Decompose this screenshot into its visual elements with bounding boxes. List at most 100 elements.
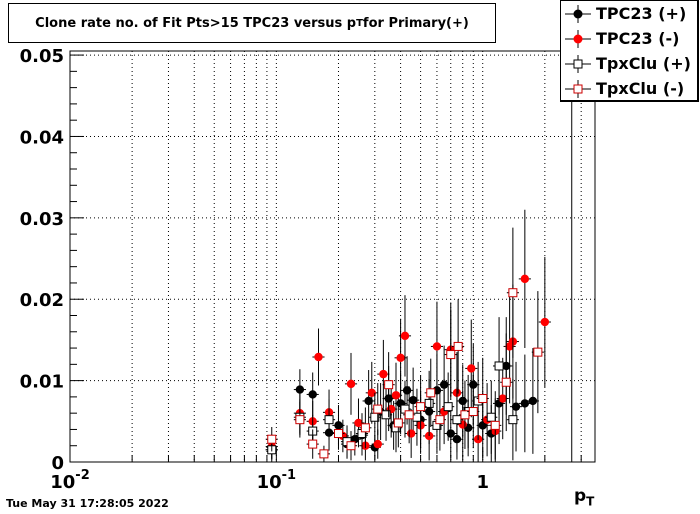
legend-entry-tpxclu-plus: TpxClu (+) <box>561 52 697 74</box>
marker-circle <box>295 385 305 394</box>
data-point <box>371 383 384 436</box>
marker-square <box>443 402 453 412</box>
data-point <box>352 398 365 448</box>
x-tick-label: 10-1 <box>257 468 297 493</box>
marker-square <box>426 388 436 398</box>
marker-circle <box>432 342 442 351</box>
x-axis-title-subscript: T <box>586 494 595 509</box>
data-point <box>317 445 330 462</box>
marker-square <box>381 410 391 420</box>
legend-label: TpxClu (+) <box>596 53 691 73</box>
marker-circle <box>402 386 412 395</box>
data-point <box>467 374 480 449</box>
legend-label: TpxClu (-) <box>596 78 685 98</box>
marker-circle <box>408 395 418 405</box>
data-point <box>403 386 416 444</box>
data-point <box>379 388 393 441</box>
data-point <box>414 375 427 438</box>
marker-square <box>446 350 456 360</box>
data-point <box>476 357 489 440</box>
marker-square <box>508 415 518 425</box>
y-tick-label: 0.02 <box>20 290 64 311</box>
marker-circle <box>396 353 405 363</box>
data-point <box>392 398 405 448</box>
y-tick-label: 0.03 <box>20 209 64 230</box>
marker-circle <box>400 331 410 341</box>
marker-circle <box>373 439 382 449</box>
legend-marker-filled-circle-icon <box>565 5 591 23</box>
axes-layer: 0 0.01 0.02 0.03 0.04 0.05 10-2 10-1 1 <box>20 46 596 493</box>
legend-entry-tpc23-minus: TPC23 (-) <box>561 27 697 49</box>
data-point <box>433 388 446 451</box>
data-point <box>371 429 384 459</box>
marker-circle <box>346 379 356 389</box>
plot-frame <box>69 50 596 463</box>
data-point <box>332 417 345 450</box>
marker-square <box>452 415 462 425</box>
data-point <box>359 407 372 449</box>
x-axis-title: pT <box>574 486 594 508</box>
data-point <box>362 370 375 432</box>
marker-square <box>319 449 329 459</box>
marker-square <box>501 377 511 387</box>
marker-square <box>333 429 343 439</box>
marker-circle <box>511 402 521 411</box>
x-tick-label: 10-2 <box>50 468 90 493</box>
marker-circle <box>314 352 323 362</box>
marker-circle <box>391 391 401 400</box>
marker-circle <box>406 429 416 438</box>
legend-label: TPC23 (-) <box>596 28 680 48</box>
marker-square <box>308 439 318 449</box>
marker-square <box>435 415 445 425</box>
marker-square <box>346 441 356 451</box>
data-point <box>465 319 478 418</box>
marker-circle <box>498 394 507 403</box>
marker-square <box>384 380 394 390</box>
marker-circle <box>520 274 530 284</box>
marker-circle <box>308 390 317 399</box>
marker-circle <box>354 418 363 428</box>
data-point <box>509 361 523 452</box>
data-point <box>442 372 455 441</box>
data-point <box>444 309 457 400</box>
marker-square <box>533 347 543 357</box>
marker-circle <box>364 396 373 406</box>
y-tick-label: 0 <box>51 453 64 474</box>
data-point <box>344 352 358 415</box>
marker-square <box>486 412 496 422</box>
legend-marker-open-square-icon <box>565 55 591 73</box>
data-point <box>565 50 578 462</box>
legend-entry-tpc23-plus: TPC23 (+) <box>561 2 697 24</box>
data-point <box>306 429 319 459</box>
data-point <box>518 354 531 453</box>
data-point <box>493 317 506 415</box>
chart-title-subscript: T <box>356 17 363 29</box>
grid-layer <box>69 51 595 463</box>
data-point <box>452 299 465 394</box>
marker-square <box>508 288 518 298</box>
data-point <box>382 352 395 418</box>
marker-square <box>478 394 488 404</box>
data-point <box>538 256 551 388</box>
chart-title-main: Clone rate no. of Fit Pts>15 TPC23 versu… <box>35 15 357 31</box>
marker-circle <box>379 369 388 379</box>
marker-square <box>468 407 478 417</box>
marker-square <box>267 434 277 444</box>
data-point <box>506 227 519 358</box>
marker-circle <box>367 388 376 398</box>
marker-square <box>416 402 426 412</box>
marker-square <box>494 361 504 371</box>
marker-square <box>404 410 414 420</box>
data-point <box>322 399 336 441</box>
data-point <box>531 291 544 414</box>
legend: TPC23 (+) TPC23 (-) TpxClu (+) TpxClu (-… <box>560 0 699 102</box>
series-tpxclu- <box>265 227 544 462</box>
marker-square <box>324 415 334 425</box>
marker-square <box>490 420 500 430</box>
data-point <box>377 339 390 409</box>
data-point <box>424 358 437 428</box>
y-tick-label: 0.01 <box>20 372 64 393</box>
marker-square <box>393 418 403 428</box>
data-point <box>293 401 306 438</box>
